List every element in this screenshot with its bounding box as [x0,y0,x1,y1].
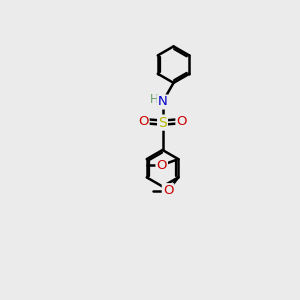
Text: H: H [150,92,159,106]
Text: O: O [176,115,187,128]
Text: N: N [158,95,167,109]
Text: O: O [163,184,173,197]
Text: S: S [158,116,167,130]
Text: O: O [157,159,167,172]
Text: O: O [138,115,148,128]
